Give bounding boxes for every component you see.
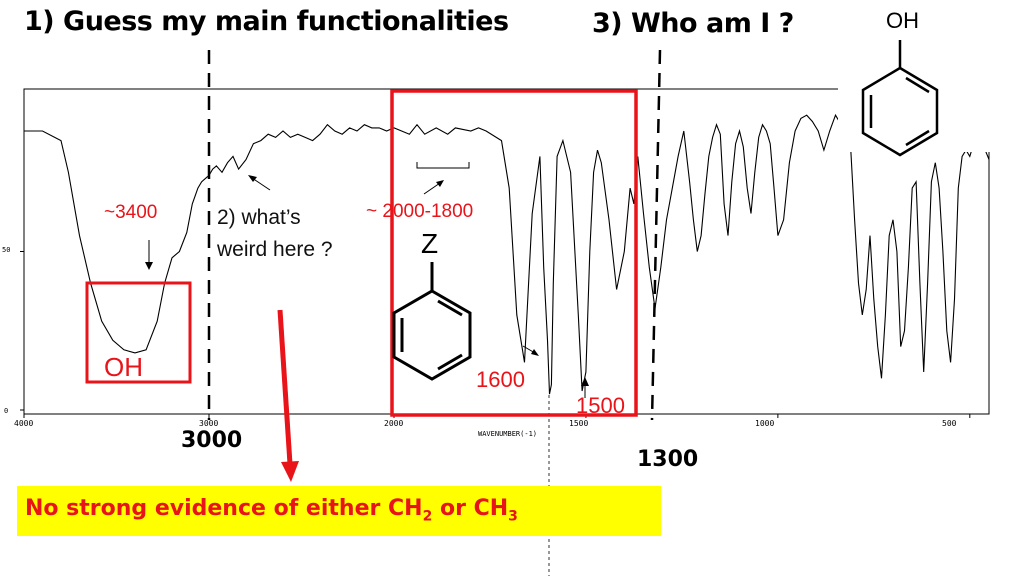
question2-line2: weird here ? — [217, 238, 333, 261]
arrow-overtone — [423, 180, 444, 195]
marker-1300-line — [650, 49, 662, 421]
aromatic-region-box — [390, 89, 638, 417]
callout-prefix: No strong evidence of either CH — [25, 496, 423, 521]
label-3400: ~3400 — [104, 202, 158, 223]
heading-q3: 3) Who am I ? — [592, 8, 794, 39]
label-1300: 1300 — [637, 447, 699, 472]
label-1600: 1600 — [476, 367, 525, 392]
label-1500: 1500 — [576, 393, 625, 418]
benzene-z-structure — [392, 262, 472, 381]
label-3000: 3000 — [181, 428, 243, 453]
y-axis-ticks — [20, 251, 24, 411]
spectrum-trace — [24, 113, 990, 395]
question2-line1: 2) what’s — [217, 206, 301, 229]
x-tick-label-2000: 2000 — [384, 419, 404, 428]
oh-box-label: OH — [104, 352, 143, 382]
x-axis-label: WAVENUMBER(-1) — [478, 430, 537, 438]
x-tick-label-4000: 4000 — [14, 419, 34, 428]
z-label: Z — [421, 228, 439, 259]
arrow-3400 — [145, 240, 153, 270]
y-tick-label-50: 50 — [2, 246, 11, 254]
oh-box — [85, 281, 192, 384]
x-tick-label-1500: 1500 — [569, 419, 589, 428]
x-tick-label-1000: 1000 — [755, 419, 775, 428]
x-tick-label-500: 500 — [942, 419, 957, 428]
arrow-1600 — [522, 345, 539, 356]
y-tick-label-0: 0 — [4, 407, 9, 415]
callout-sub-3: 3 — [508, 508, 518, 525]
phenol-structure — [861, 40, 939, 157]
heading-q1: 1) Guess my main functionalities — [24, 6, 509, 37]
phenol-oh-label: OH — [886, 8, 919, 33]
overtone-bracket — [416, 162, 470, 169]
arrow-weird — [248, 175, 271, 191]
x-tick-label-3000: 3000 — [199, 419, 219, 428]
label-2000-1800: ~ 2000-1800 — [366, 201, 474, 222]
big-red-arrow — [277, 309, 299, 482]
callout-middle: or CH — [432, 496, 509, 521]
callout-sub-2: 2 — [422, 508, 433, 525]
callout-text: No strong evidence of either CH2 or CH3 — [25, 496, 518, 524]
arrow-1500 — [581, 377, 589, 398]
callout-box: No strong evidence of either CH2 or CH3 — [17, 486, 661, 536]
